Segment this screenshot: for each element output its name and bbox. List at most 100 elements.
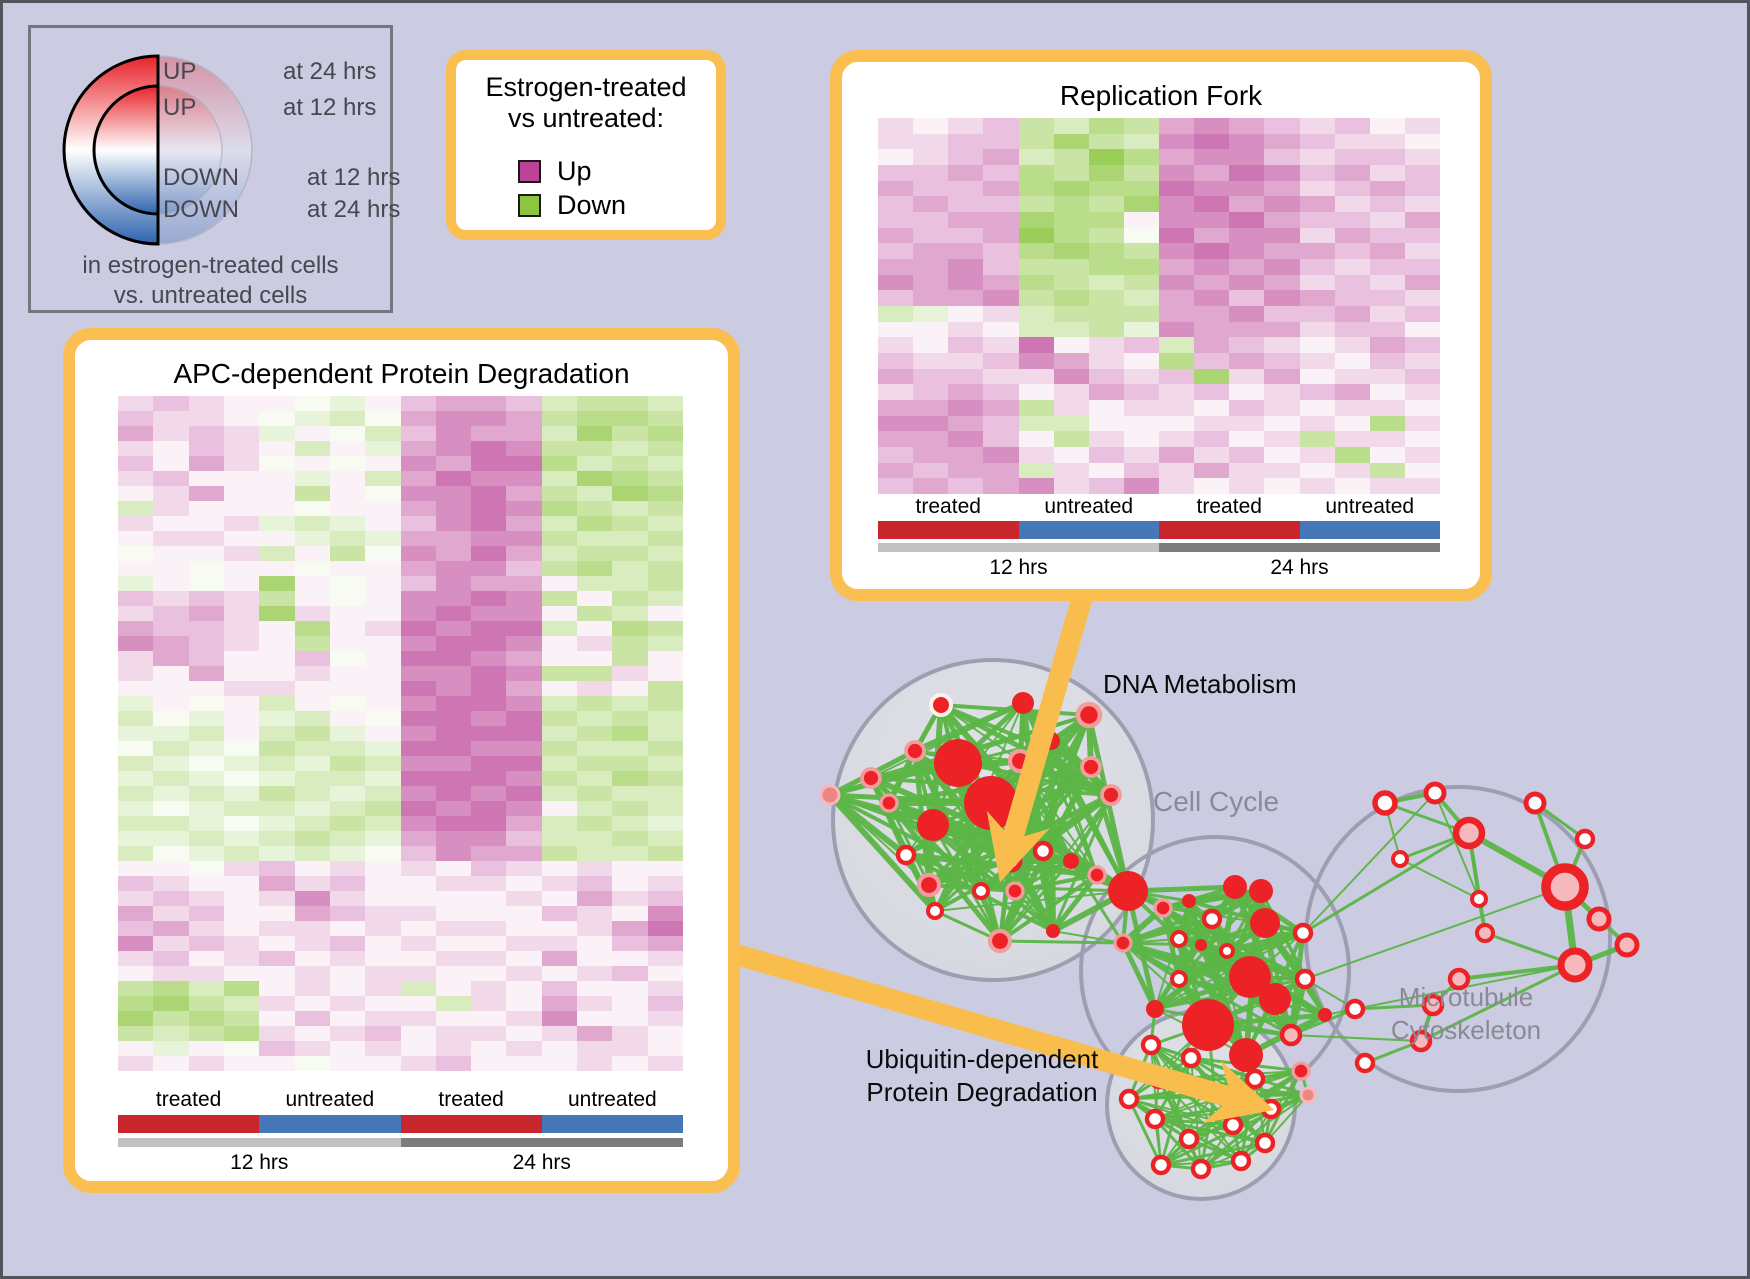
network-edge [1232,885,1294,1037]
network-edge [1019,759,1092,769]
network-edge [1121,905,1165,946]
network-edge [979,760,1022,892]
network-edge [1070,860,1129,892]
network-edge [1122,942,1247,1056]
network-edge [1209,917,1253,979]
heatmap-row [118,1011,683,1026]
network-edge [1096,873,1164,910]
network-edge [1189,1024,1210,1059]
network-edge [1243,890,1264,1056]
heatmap-row [118,846,683,861]
apc-group-untreated-24: untreated [568,1088,657,1111]
network-edge [988,759,1023,805]
network-edge [1153,920,1267,1012]
network-edge [1052,930,1124,944]
network-edge [1157,1078,1203,1170]
network-edge [1150,1044,1162,1166]
network-edge [1178,936,1306,982]
network-edge [1017,760,1056,932]
network-edge [1302,792,1436,934]
network-edge [1150,1043,1256,1081]
rf-condition-bar [878,521,1440,539]
network-edge [1226,886,1236,952]
network-edge [1157,1078,1191,1140]
network-edge [829,793,1016,893]
heatmap-row [878,290,1440,307]
heatmap-row [118,936,683,951]
network-edge [1088,766,1131,892]
network-edge [870,776,1016,893]
network-edge [1200,1142,1266,1170]
network-edge [905,854,982,892]
apc-12hrs-label: 12 hrs [230,1151,289,1174]
network-edge [1534,801,1586,841]
network-edge [1019,760,1098,876]
network-edge [1176,900,1192,980]
network-edge [932,740,1052,826]
network-edge [931,822,1013,864]
network-node-d11 [1260,1098,1282,1120]
network-edge [1188,1069,1302,1141]
network-edge [1158,1078,1272,1110]
network-node-b12 [1292,922,1314,944]
network-node-d4 [1118,1088,1140,1110]
network-edge [1231,1054,1248,1126]
heatmap-row [878,165,1440,181]
network-edge [1399,831,1470,861]
network-edge [1154,977,1306,1011]
network-node-a17 [972,882,990,900]
network-edge [1178,936,1228,954]
network-edge [1042,766,1092,852]
network-edge [1014,890,1054,932]
network-edge [1177,936,1327,1018]
rf-group-treated-12: treated [915,495,981,518]
apc-degradation-panel: APC-dependent Protein Degradation treate… [63,328,740,1193]
network-node-b14 [1170,970,1188,988]
network-node-a4 [904,740,926,762]
network-edge [868,776,938,913]
network-node-b1 [1153,898,1173,918]
network-edge [1200,942,1306,982]
heatmap-row [118,756,683,771]
network-edge [931,762,960,826]
network-edge [1384,801,1470,835]
network-edge [1177,937,1248,1057]
heatmap-row [118,501,683,516]
network-edge [1178,931,1304,941]
network-edge [999,939,1124,945]
network-edge [1304,978,1326,1016]
network-edge [887,801,1002,943]
heatmap-row [118,726,683,741]
network-edge [1159,1137,1191,1167]
network-node-d6 [1178,1128,1200,1150]
network-edge [1273,977,1307,1001]
network-edge [1190,1056,1302,1073]
network-edge [979,792,1113,894]
network-edge [888,802,1072,862]
heatmap-row [118,546,683,561]
network-edge [887,801,983,893]
network-edge [913,750,1055,932]
cluster-label-dna-metabolism: DNA Metabolism [1103,669,1297,699]
network-edge [989,800,1130,894]
network-edge [1160,1141,1266,1167]
network-edge [1150,1043,1266,1145]
network-edge [1433,791,1471,835]
legend-item-down: Down [518,190,626,221]
network-edge [887,704,943,804]
network-edge [1017,759,1074,863]
network-edge [940,703,1092,769]
network-edge [1189,1057,1217,1094]
network-edge [1249,975,1306,981]
network-edge [938,703,1074,863]
network-edge [870,777,982,892]
network-edge [1288,932,1306,1036]
network-node-b17 [1229,1038,1263,1072]
network-edge [1128,1069,1302,1101]
network-edge [1154,1108,1272,1120]
network-edge [1160,1163,1202,1171]
network-edge [1154,900,1190,1010]
cluster-label-microtubule: Microtubule Cytoskeleton [1390,982,1542,1045]
network-edge [1597,917,1629,947]
network-edge [1012,702,1026,892]
